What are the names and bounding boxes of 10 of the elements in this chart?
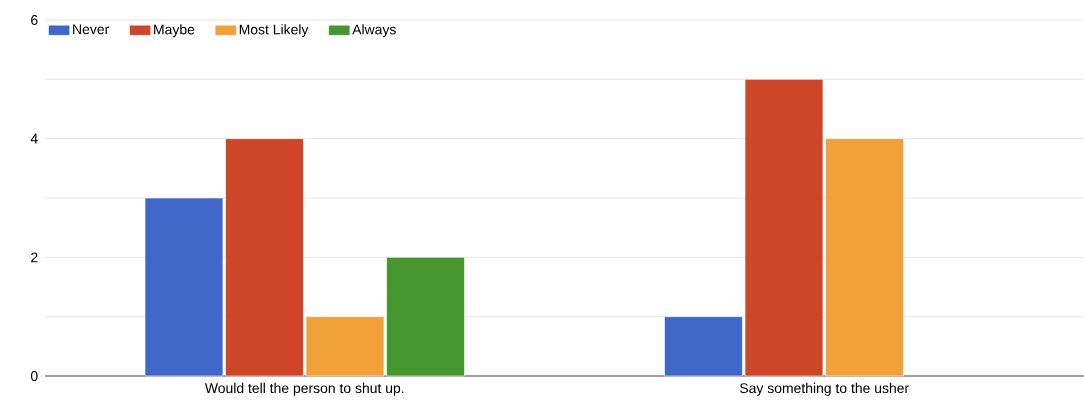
x-tick-label: Say something to the usher bbox=[739, 382, 909, 396]
legend-label: Maybe bbox=[154, 24, 195, 38]
y-tick-label: 0 bbox=[30, 371, 38, 381]
legend-label: Always bbox=[352, 24, 396, 38]
x-tick-label: Would tell the person to shut up. bbox=[204, 382, 404, 396]
legend-label: Most Likely bbox=[239, 24, 309, 38]
y-tick-label: 4 bbox=[30, 133, 38, 144]
y-tick-label: 6 bbox=[31, 15, 38, 25]
y-tick-label: 2 bbox=[31, 252, 38, 263]
legend-label: Never bbox=[73, 24, 110, 35]
